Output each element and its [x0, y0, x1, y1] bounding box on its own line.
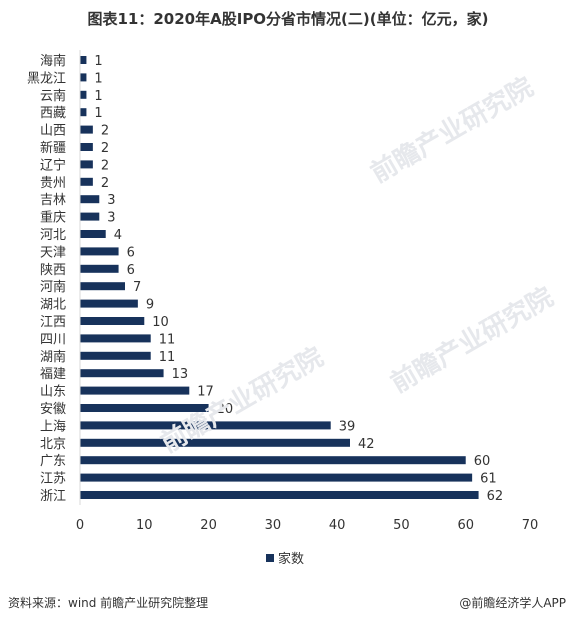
category-labels-layer: 海南黑龙江云南西藏山西新疆辽宁贵州吉林重庆河北天津陕西河南湖北江西四川湖南福建山… — [27, 53, 66, 504]
legend-swatch — [266, 554, 274, 562]
category-label: 山西 — [40, 124, 66, 139]
bar-山东 — [80, 386, 190, 395]
category-label: 福建 — [40, 367, 66, 382]
category-label: 黑龙江 — [27, 71, 66, 86]
x-tick-label: 20 — [200, 518, 217, 533]
value-label: 39 — [339, 419, 356, 434]
bar-安徽 — [80, 404, 209, 412]
value-label: 6 — [127, 263, 135, 278]
category-label: 海南 — [40, 53, 66, 69]
value-label: 61 — [480, 472, 497, 487]
bar-江苏 — [80, 473, 473, 482]
category-label: 辽宁 — [40, 157, 66, 173]
value-label: 20 — [217, 402, 234, 417]
legend-label: 家数 — [278, 551, 304, 567]
chart-title: 图表11：2020年A股IPO分省市情况(二)(单位：亿元，家) — [87, 10, 489, 28]
bar-海南 — [80, 56, 87, 64]
bar-浙江 — [80, 491, 479, 499]
value-label: 13 — [172, 367, 189, 382]
bar-云南 — [80, 90, 87, 99]
bar-北京 — [80, 438, 350, 447]
value-label: 11 — [159, 350, 176, 365]
category-label: 重庆 — [40, 210, 66, 226]
x-tick-label: 70 — [522, 518, 539, 533]
bar-吉林 — [80, 195, 100, 204]
bar-贵州 — [80, 177, 93, 186]
bar-广东 — [80, 456, 466, 465]
value-label: 11 — [159, 332, 176, 347]
category-label: 吉林 — [40, 193, 66, 208]
bar-山西 — [80, 125, 93, 134]
source-note: 资料来源：wind 前瞻产业研究院整理 — [8, 596, 209, 610]
bar-河北 — [80, 230, 106, 238]
value-label: 42 — [358, 437, 375, 452]
value-label: 6 — [127, 245, 135, 260]
x-axis: 0 10 20 30 40 50 60 70 — [76, 50, 538, 533]
category-label: 陕西 — [40, 263, 66, 278]
x-tick-label: 50 — [393, 518, 410, 533]
legend: 家数 — [266, 551, 304, 567]
category-label: 湖南 — [40, 349, 66, 365]
value-label: 60 — [474, 454, 491, 469]
bar-湖北 — [80, 299, 138, 308]
value-label: 3 — [107, 193, 115, 208]
category-label: 浙江 — [40, 489, 66, 504]
value-label: 4 — [114, 228, 122, 243]
bar-西藏 — [80, 108, 87, 117]
x-tick-label: 30 — [265, 518, 282, 533]
category-label: 河南 — [40, 279, 66, 295]
category-label: 天津 — [40, 245, 66, 260]
bar-重庆 — [80, 212, 100, 221]
x-tick-label: 40 — [329, 518, 346, 533]
bars-layer — [80, 56, 479, 499]
bar-福建 — [80, 369, 164, 378]
bar-黑龙江 — [80, 73, 87, 82]
value-label: 9 — [146, 298, 154, 313]
value-label: 7 — [133, 280, 141, 295]
value-label: 62 — [487, 489, 504, 504]
x-tick-label: 0 — [76, 518, 84, 533]
value-label: 2 — [101, 124, 109, 139]
category-label: 贵州 — [40, 176, 66, 191]
bar-江西 — [80, 317, 145, 325]
value-label: 1 — [94, 54, 102, 69]
bar-上海 — [80, 421, 331, 430]
category-label: 江苏 — [40, 471, 66, 487]
category-label: 广东 — [40, 454, 66, 469]
category-label: 安徽 — [40, 402, 66, 417]
category-label: 北京 — [40, 437, 66, 452]
value-label: 2 — [101, 141, 109, 156]
value-label: 3 — [107, 211, 115, 226]
bar-辽宁 — [80, 160, 93, 169]
bar-四川 — [80, 334, 151, 343]
value-label: 1 — [94, 106, 102, 121]
value-label: 10 — [152, 315, 169, 330]
x-tick-label: 60 — [457, 518, 474, 533]
category-label: 西藏 — [40, 106, 66, 121]
bar-陕西 — [80, 264, 119, 273]
category-label: 山东 — [40, 385, 66, 400]
value-label: 2 — [101, 176, 109, 191]
x-tick-label: 10 — [136, 518, 153, 533]
category-label: 河北 — [40, 228, 66, 243]
value-label: 1 — [94, 89, 102, 104]
bar-河南 — [80, 282, 125, 291]
category-label: 云南 — [40, 88, 66, 104]
brand-note: @前瞻经济学人APP — [459, 596, 566, 610]
bar-湖南 — [80, 351, 151, 360]
category-label: 湖北 — [40, 298, 66, 313]
category-label: 四川 — [40, 332, 66, 347]
value-label: 1 — [94, 71, 102, 86]
category-label: 江西 — [40, 315, 66, 330]
category-label: 上海 — [40, 419, 66, 434]
bar-天津 — [80, 247, 119, 256]
value-label: 2 — [101, 158, 109, 173]
category-label: 新疆 — [40, 140, 66, 156]
bar-新疆 — [80, 143, 93, 151]
value-label: 17 — [197, 385, 214, 400]
